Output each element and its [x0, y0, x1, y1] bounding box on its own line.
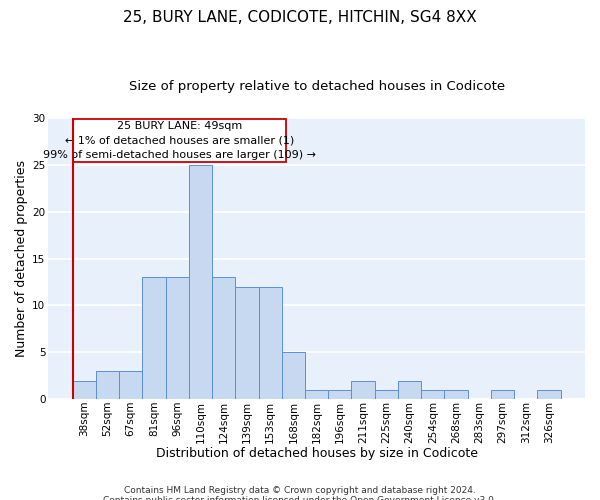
Bar: [282, 352, 305, 400]
Bar: [235, 286, 259, 400]
Text: Contains HM Land Registry data © Crown copyright and database right 2024.: Contains HM Land Registry data © Crown c…: [124, 486, 476, 495]
Bar: [73, 380, 96, 400]
Bar: [398, 380, 421, 400]
Text: ← 1% of detached houses are smaller (1): ← 1% of detached houses are smaller (1): [65, 136, 294, 145]
Bar: [352, 380, 374, 400]
Bar: [119, 371, 142, 400]
Bar: [305, 390, 328, 400]
X-axis label: Distribution of detached houses by size in Codicote: Distribution of detached houses by size …: [155, 447, 478, 460]
Text: Contains public sector information licensed under the Open Government Licence v3: Contains public sector information licen…: [103, 496, 497, 500]
Bar: [142, 278, 166, 400]
Bar: [212, 278, 235, 400]
Bar: [189, 164, 212, 400]
Bar: [374, 390, 398, 400]
Bar: [96, 371, 119, 400]
Text: 25, BURY LANE, CODICOTE, HITCHIN, SG4 8XX: 25, BURY LANE, CODICOTE, HITCHIN, SG4 8X…: [123, 10, 477, 25]
Bar: [259, 286, 282, 400]
Text: 25 BURY LANE: 49sqm: 25 BURY LANE: 49sqm: [117, 121, 242, 131]
Bar: [73, 118, 286, 162]
Bar: [421, 390, 445, 400]
Bar: [445, 390, 467, 400]
Bar: [328, 390, 352, 400]
Bar: [491, 390, 514, 400]
Bar: [538, 390, 560, 400]
Bar: [166, 278, 189, 400]
Title: Size of property relative to detached houses in Codicote: Size of property relative to detached ho…: [128, 80, 505, 93]
Text: 99% of semi-detached houses are larger (109) →: 99% of semi-detached houses are larger (…: [43, 150, 316, 160]
Y-axis label: Number of detached properties: Number of detached properties: [15, 160, 28, 357]
